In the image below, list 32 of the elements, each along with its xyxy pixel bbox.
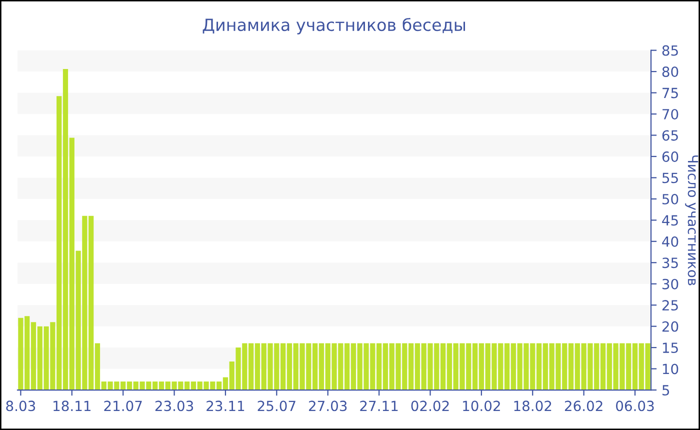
x-tick-label: 27.11 (360, 400, 398, 411)
y-tick-label: 25 (662, 300, 678, 311)
y-tick-label: 70 (662, 108, 678, 120)
x-tick-label: 21.07 (104, 400, 142, 412)
y-tick-label: 50 (662, 194, 678, 204)
y-tick-label: 15 (662, 342, 678, 354)
y-tick-label: 10 (662, 364, 678, 374)
x-tick-label: 23.03 (155, 400, 194, 412)
x-tick-label: 18.11 (54, 400, 90, 412)
y-axis-title: Число участников (685, 155, 698, 286)
x-tick-label: 27.03 (308, 400, 347, 412)
x-tick-label: 06.03 (616, 400, 654, 412)
y-tick-label: 65 (662, 130, 678, 141)
y-tick-label: 20 (662, 321, 678, 332)
x-tick-label: 26.02 (564, 400, 602, 412)
y-tick-label: 75 (662, 88, 678, 98)
x-tick-label: 02.02 (411, 400, 449, 412)
y-tick-label: 35 (662, 258, 678, 268)
y-tick-label: 85 (662, 45, 678, 56)
chart-title: Динамика участников беседы (202, 18, 466, 34)
x-tick-label: 10.02 (463, 400, 500, 412)
x-tick-label: 18.02 (514, 400, 552, 412)
y-tick-label: 40 (662, 236, 678, 247)
x-tick-label: 25.07 (258, 400, 296, 412)
x-tick-label: 23.11 (206, 400, 244, 412)
y-tick-label: 5 (662, 385, 670, 396)
y-tick-label: 45 (662, 215, 678, 226)
y-tick-label: 60 (662, 151, 678, 162)
y-tick-label: 30 (662, 278, 678, 290)
y-tick-label: 55 (662, 172, 678, 184)
y-tick-label: 80 (662, 66, 678, 78)
x-tick-label: 8.03 (6, 400, 36, 412)
